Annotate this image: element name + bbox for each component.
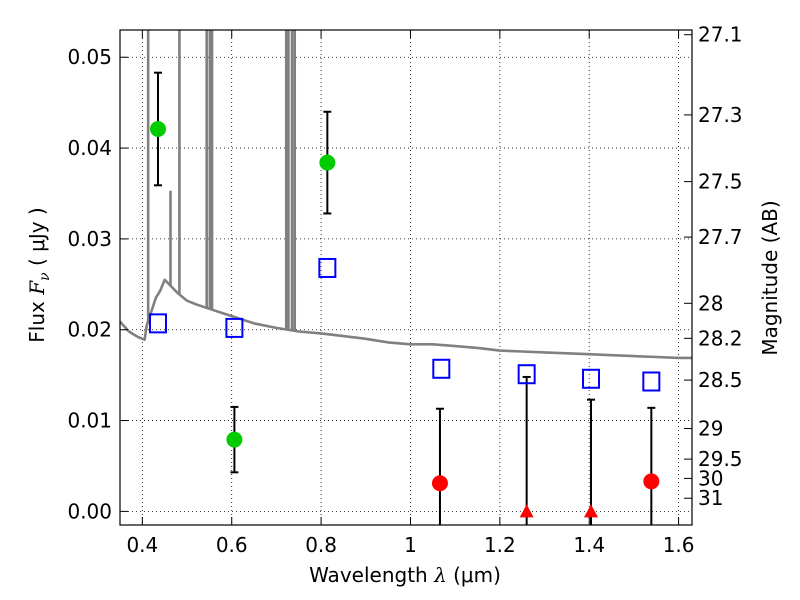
mag-tick-label: 28 — [698, 291, 723, 315]
red-detection-point — [431, 475, 448, 492]
x-tick-label: 0.8 — [305, 533, 337, 557]
x-tick-label: 0.4 — [126, 533, 158, 557]
mag-tick-label: 27.1 — [698, 23, 743, 47]
x-tick-label: 1 — [404, 533, 417, 557]
green-detection-point — [149, 121, 166, 137]
model-photometry-square — [148, 313, 167, 334]
y2-axis-label: Magnitude (AB) — [758, 200, 782, 355]
model-photometry-square — [225, 317, 244, 338]
mag-tick-label: 27.5 — [698, 170, 743, 194]
model-photometry-square — [517, 364, 536, 385]
upper-limit-triangle — [519, 504, 534, 518]
mag-tick-label: 28.2 — [698, 326, 743, 350]
model-photometry-square — [432, 358, 451, 379]
y-tick-label: 0.00 — [67, 499, 112, 523]
model-spectrum — [119, 30, 692, 360]
x-tick-label: 1.6 — [663, 533, 695, 557]
model-photometry-square — [642, 371, 661, 392]
x-tick-label: 1.2 — [484, 533, 516, 557]
model-photometry-square — [318, 257, 337, 278]
mag-tick-label: 29 — [698, 417, 723, 441]
y-tick-label: 0.03 — [67, 227, 112, 251]
spectrum-continuum — [119, 278, 692, 360]
x-axis-label: Wavelength λ (μm) — [309, 563, 501, 587]
mag-tick-label: 31 — [698, 486, 723, 510]
y-tick-label: 0.04 — [67, 136, 112, 160]
plot-frame — [119, 29, 693, 526]
y-axis-label: Flux Fν ( μJy ) — [25, 207, 53, 342]
mag-tick-label: 27.3 — [698, 103, 743, 127]
model-photometry-square — [582, 368, 601, 389]
mag-tick-label: 30 — [698, 466, 723, 490]
green-detection-point — [226, 431, 243, 448]
green-detection-point — [319, 154, 336, 171]
mag-tick-label: 29.5 — [698, 447, 743, 471]
y-tick-label: 0.05 — [67, 45, 112, 69]
upper-limit-triangle — [584, 504, 599, 518]
x-tick-label: 0.6 — [216, 533, 248, 557]
axis-ticks: 0.4 0.6 0.8 1 1.2 1.4 1.6 0.00 0.01 0.02 0.03 0.04 0… — [67, 23, 742, 557]
data-points — [148, 71, 661, 525]
mag-tick-label: 27.7 — [698, 225, 743, 249]
red-detection-point — [643, 473, 660, 490]
x-tick-label: 1.4 — [573, 533, 605, 557]
mag-tick-label: 28.5 — [698, 368, 743, 392]
y-tick-label: 0.02 — [67, 318, 112, 342]
y-tick-label: 0.01 — [67, 409, 112, 433]
